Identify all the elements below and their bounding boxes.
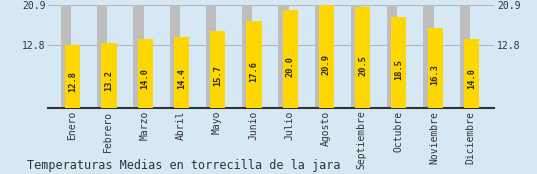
Bar <box>355 7 370 108</box>
Bar <box>174 37 189 108</box>
Bar <box>278 5 288 108</box>
Text: 16.3: 16.3 <box>431 64 440 85</box>
Bar <box>137 39 153 108</box>
Text: 14.4: 14.4 <box>177 68 186 89</box>
Text: 20.0: 20.0 <box>286 56 295 77</box>
Bar <box>315 5 325 108</box>
Text: 14.0: 14.0 <box>467 69 476 89</box>
Bar <box>206 5 216 108</box>
Bar <box>242 5 252 108</box>
Bar <box>246 21 262 108</box>
Bar <box>101 43 117 108</box>
Text: 12.8: 12.8 <box>68 71 77 92</box>
Bar <box>97 5 107 108</box>
Text: 20.5: 20.5 <box>358 55 367 76</box>
Bar <box>61 5 71 108</box>
Bar <box>427 28 442 108</box>
Bar <box>464 39 479 108</box>
Bar <box>282 10 298 108</box>
Bar <box>423 5 433 108</box>
Text: 14.0: 14.0 <box>141 69 150 89</box>
Bar <box>210 31 226 108</box>
Bar <box>65 45 81 108</box>
Bar <box>391 17 407 108</box>
Text: Temperaturas Medias en torrecilla de la jara: Temperaturas Medias en torrecilla de la … <box>27 159 340 172</box>
Text: 13.2: 13.2 <box>105 70 113 91</box>
Bar <box>319 5 334 108</box>
Text: 17.6: 17.6 <box>249 61 258 82</box>
Bar <box>170 5 180 108</box>
Text: 15.7: 15.7 <box>213 65 222 86</box>
Bar <box>134 5 143 108</box>
Bar <box>460 5 470 108</box>
Text: 20.9: 20.9 <box>322 54 331 75</box>
Bar <box>351 5 361 108</box>
Bar <box>387 5 397 108</box>
Text: 18.5: 18.5 <box>394 59 403 80</box>
